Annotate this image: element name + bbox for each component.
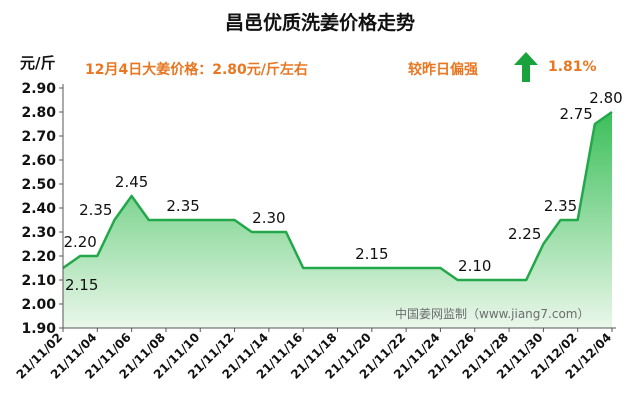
- data-label: 2.20: [63, 233, 96, 251]
- data-label: 2.15: [65, 276, 98, 294]
- compare-label: 较昨日偏强: [408, 62, 478, 78]
- data-label: 2.45: [115, 173, 148, 191]
- data-label: 2.15: [355, 245, 388, 263]
- data-label: 2.10: [458, 257, 491, 275]
- y-tick-label: 2.80: [21, 105, 56, 121]
- y-tick-label: 2.90: [21, 81, 56, 97]
- y-tick-label: 2.00: [21, 297, 56, 313]
- data-label: 2.80: [589, 89, 622, 107]
- watermark-text: 中国姜网监制（www.jiang7.com）: [395, 306, 589, 321]
- price-annotation: 12月4日大姜价格：2.80元/斤左右: [85, 62, 308, 78]
- up-arrow-icon-shape: [514, 52, 538, 82]
- y-tick-label: 1.90: [21, 321, 56, 337]
- y-tick-label: 2.10: [21, 273, 56, 289]
- y-tick-label: 2.70: [21, 129, 56, 145]
- change-percent: 1.81%: [548, 59, 597, 75]
- data-label: 2.30: [252, 209, 285, 227]
- data-label: 2.35: [79, 201, 112, 219]
- data-label: 2.25: [508, 225, 541, 243]
- chart-title: 昌邑优质洗姜价格走势: [224, 12, 415, 34]
- y-tick-label: 2.40: [21, 201, 56, 217]
- y-axis-unit-label: 元/斤: [20, 54, 56, 72]
- y-tick-label: 2.30: [21, 225, 56, 241]
- data-label: 2.75: [559, 105, 592, 123]
- series-area: [63, 112, 612, 328]
- data-label: 2.35: [166, 197, 199, 215]
- series-line: [62, 110, 613, 282]
- y-tick-label: 2.60: [21, 153, 56, 169]
- y-tick-label: 2.20: [21, 249, 56, 265]
- data-label: 2.35: [544, 197, 577, 215]
- y-tick-label: 2.50: [21, 177, 56, 193]
- up-arrow-icon: [514, 52, 538, 82]
